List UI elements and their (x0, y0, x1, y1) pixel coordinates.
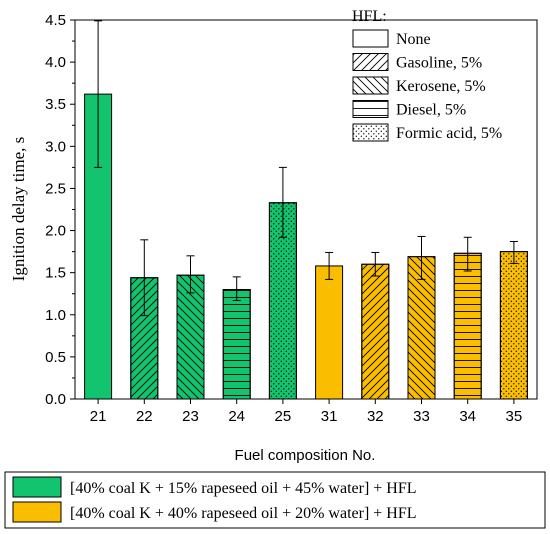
y-axis: 0.0 0.5 1.0 1.5 2.0 2.5 3.0 3.5 4.0 4.5 (45, 12, 75, 408)
composition-legend-swatch-2 (12, 501, 62, 523)
x-axis-label: Fuel composition No. (235, 447, 376, 464)
hfl-legend-label-none: None (396, 31, 431, 48)
y-tick-label-4.0: 4.0 (45, 54, 66, 71)
hfl-legend-swatch-none (352, 29, 389, 48)
x-axis: 21 22 23 24 25 31 32 33 34 35 (90, 399, 522, 425)
x-tick-label-32: 32 (367, 408, 384, 425)
bar-35 (499, 251, 528, 400)
error-bar-32 (371, 251, 380, 277)
bar-31-fill (315, 265, 344, 400)
hfl-legend-label-formic: Formic acid, 5% (396, 125, 502, 142)
composition-legend: [40% coal K + 15% rapeseed oil + 45% wat… (4, 471, 546, 529)
bar-23 (176, 274, 205, 400)
hfl-legend-item-kerosene: Kerosene, 5% (352, 76, 486, 95)
bar-34 (453, 252, 482, 400)
bar-34-hatch (453, 252, 482, 400)
bar-series (84, 93, 528, 400)
composition-legend-label-2: [40% coal K + 40% rapeseed oil + 20% wat… (70, 505, 417, 522)
hfl-legend-swatch-diesel (352, 100, 389, 118)
bar-24 (222, 289, 251, 400)
bar-32 (361, 263, 390, 400)
y-tick-label-2.5: 2.5 (45, 180, 66, 197)
composition-legend-label-1: [40% coal K + 15% rapeseed oil + 45% wat… (70, 480, 417, 497)
hfl-legend-item-none: None (352, 29, 431, 48)
composition-legend-frame (4, 471, 546, 529)
error-bars (94, 20, 518, 317)
composition-legend-swatch-1 (12, 476, 62, 498)
error-bar-24 (232, 276, 241, 301)
hfl-legend: HFL: None Gasoline, 5% Kerosene, 5% Diesel,… (352, 8, 502, 142)
hfl-legend-swatch-formic (352, 123, 389, 142)
hfl-legend-item-formic: Formic acid, 5% (352, 123, 502, 142)
y-tick-label-3.0: 3.0 (45, 138, 66, 155)
error-bar-31 (325, 251, 334, 280)
x-tick-label-23: 23 (182, 408, 199, 425)
error-bar-22 (140, 239, 149, 317)
error-bar-23 (186, 255, 195, 294)
hfl-legend-swatch-kerosene (352, 76, 389, 95)
x-tick-label-31: 31 (321, 408, 338, 425)
error-bar-33 (417, 235, 426, 280)
bar-32-hatch (361, 263, 390, 400)
y-axis-label: Ignition delay time, s (9, 137, 28, 281)
x-tick-label-21: 21 (90, 408, 107, 425)
x-tick-label-34: 34 (459, 408, 476, 425)
hfl-legend-item-diesel: Diesel, 5% (352, 100, 466, 119)
bar-24-hatch (222, 289, 251, 400)
y-tick-label-0.0: 0.0 (45, 391, 66, 408)
y-tick-label-0.5: 0.5 (45, 349, 66, 366)
hfl-legend-swatch-gasoline (352, 53, 389, 71)
y-tick-label-4.5: 4.5 (45, 12, 66, 29)
bar-31 (315, 265, 344, 400)
y-tick-label-1.5: 1.5 (45, 265, 66, 282)
x-tick-label-35: 35 (506, 408, 523, 425)
error-bar-35 (509, 241, 518, 264)
y-tick-label-3.5: 3.5 (45, 96, 66, 113)
error-bar-25 (278, 166, 287, 238)
x-tick-label-24: 24 (228, 408, 245, 425)
x-tick-label-22: 22 (136, 408, 153, 425)
bar-35-hatch (499, 251, 528, 400)
y-tick-label-1.0: 1.0 (45, 307, 66, 324)
x-tick-label-33: 33 (413, 408, 430, 425)
hfl-legend-title: HFL: (352, 8, 387, 25)
composition-legend-item-1: [40% coal K + 15% rapeseed oil + 45% wat… (12, 476, 417, 498)
error-bar-34 (463, 236, 472, 272)
hfl-legend-label-diesel: Diesel, 5% (396, 102, 466, 119)
hfl-legend-label-kerosene: Kerosene, 5% (396, 78, 486, 95)
x-tick-label-25: 25 (275, 408, 292, 425)
hfl-legend-label-gasoline: Gasoline, 5% (396, 55, 482, 72)
composition-legend-item-2: [40% coal K + 40% rapeseed oil + 20% wat… (12, 501, 417, 523)
error-bar-21 (94, 20, 103, 168)
bar-23-hatch (176, 274, 205, 400)
hfl-legend-item-gasoline: Gasoline, 5% (352, 53, 482, 72)
y-tick-label-2.0: 2.0 (45, 223, 66, 240)
